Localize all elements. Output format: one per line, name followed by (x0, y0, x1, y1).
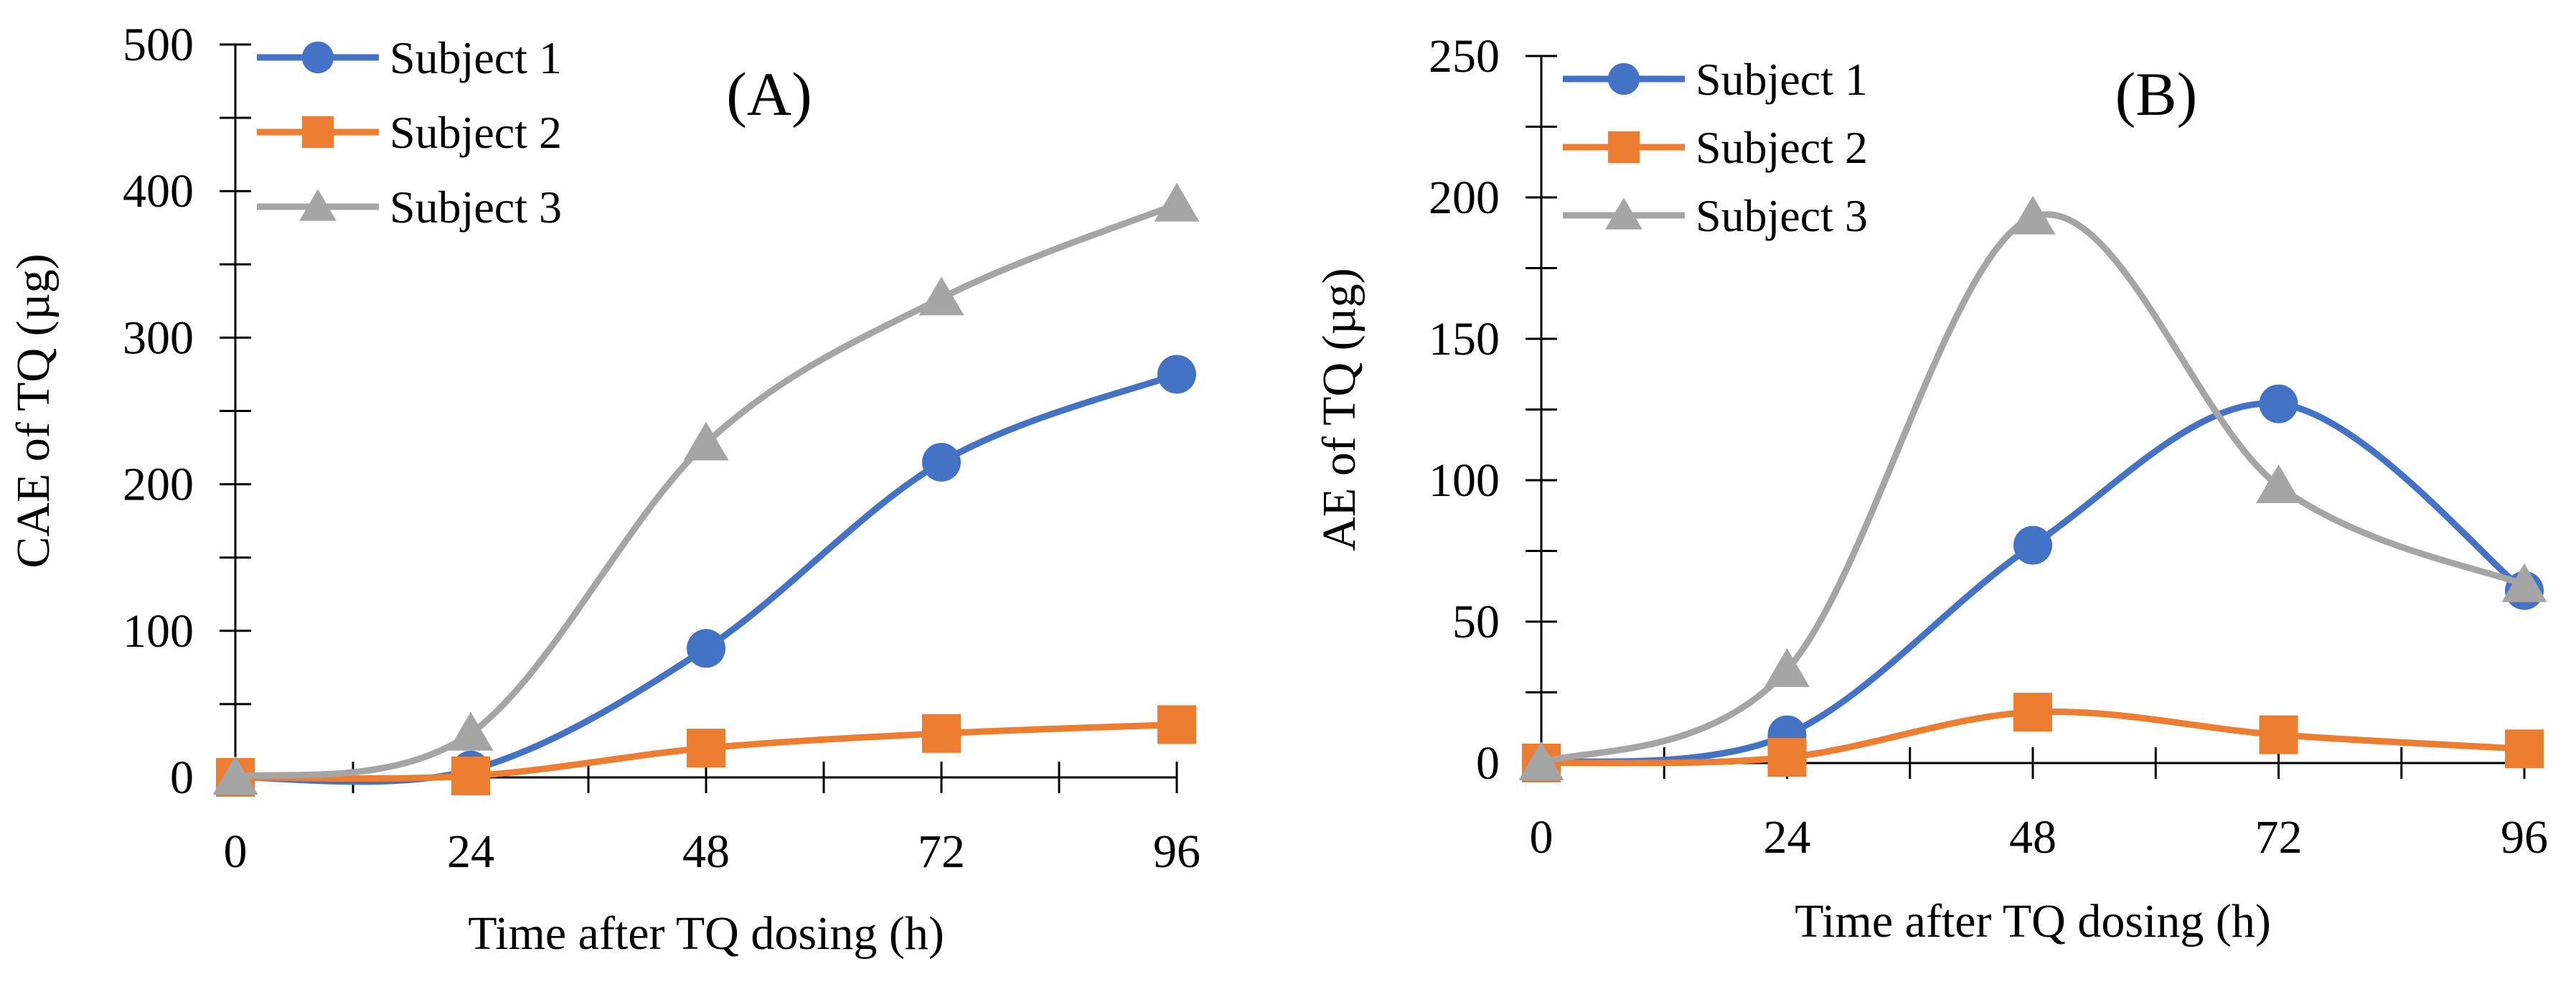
y-tick-label: 300 (123, 312, 194, 364)
panel-label: (B) (2115, 60, 2198, 128)
data-point-triangle (212, 756, 258, 795)
x-tick-label: 24 (1764, 811, 1811, 864)
data-point-triangle (2501, 563, 2547, 602)
data-point-circle (301, 41, 334, 74)
data-point-square (1607, 131, 1640, 164)
series-line (232, 201, 1180, 781)
series-line (1538, 211, 2528, 767)
data-point-triangle (683, 421, 729, 461)
legend-label: Subject 2 (1696, 122, 1868, 173)
y-axis-title: CAE of TQ (µg) (7, 253, 60, 568)
y-tick-label: 100 (1429, 454, 1500, 507)
data-point-triangle (448, 711, 494, 751)
data-point-square (687, 729, 725, 768)
legend-label: Subject 1 (1696, 54, 1868, 105)
x-tick-label: 24 (447, 825, 494, 878)
data-point-triangle (1518, 742, 1564, 780)
x-axis-title: Time after TQ dosing (h) (1795, 895, 2271, 948)
x-tick-label: 0 (224, 825, 248, 878)
legend-entry: Subject 1 (1563, 54, 1868, 105)
series-subject-3 (1518, 195, 2547, 780)
y-tick-label: 250 (1429, 30, 1500, 83)
y-tick-label: 400 (123, 165, 194, 217)
panel-label: (A) (726, 60, 812, 128)
y-tick-label: 50 (1452, 596, 1500, 648)
x-tick-label: 96 (1153, 825, 1200, 878)
y-tick-label: 500 (123, 19, 194, 71)
data-point-square (2013, 693, 2052, 732)
legend-entry: Subject 2 (1563, 122, 1868, 173)
legend-label: Subject 2 (390, 107, 562, 158)
data-point-square (301, 116, 334, 149)
data-point-square (2505, 729, 2544, 769)
data-point-square (1157, 705, 1196, 744)
data-point-square (922, 714, 961, 753)
x-axis-title: Time after TQ dosing (h) (468, 907, 944, 960)
legend-entry: Subject 3 (1563, 190, 1868, 241)
legend-entry: Subject 3 (257, 182, 562, 233)
data-point-triangle (918, 276, 964, 316)
y-tick-label: 100 (123, 605, 194, 658)
legend-label: Subject 1 (390, 32, 562, 83)
data-point-circle (922, 442, 961, 482)
data-point-triangle (2010, 195, 2056, 235)
x-tick-label: 48 (2009, 811, 2056, 864)
data-point-triangle (1154, 182, 1200, 222)
x-tick-label: 72 (2255, 811, 2303, 864)
data-point-square (1767, 738, 1807, 777)
data-point-triangle (299, 189, 337, 221)
y-tick-label: 0 (1476, 737, 1500, 790)
y-tick-label: 200 (1429, 172, 1500, 224)
series-subject-3 (212, 182, 1200, 795)
x-tick-label: 72 (918, 825, 965, 878)
data-point-circle (1157, 355, 1196, 394)
y-axis-title: AE of TQ (µg) (1313, 268, 1365, 551)
legend-label: Subject 3 (1696, 190, 1868, 241)
data-point-triangle (1605, 197, 1642, 230)
y-tick-label: 200 (123, 459, 194, 511)
chart-panel-a: 0 100 200 300 400 500 0 24 48 72 96 Time after TQ d… (7, 19, 1200, 960)
data-point-circle (2013, 525, 2052, 565)
chart-panel-b: 0 50 100 150 200 250 0 24 48 72 96 Time after TQ do… (1313, 30, 2548, 948)
y-tick-label: 150 (1429, 313, 1500, 365)
data-point-triangle (2256, 464, 2301, 503)
x-tick-label: 96 (2501, 811, 2548, 864)
data-point-square (451, 756, 490, 795)
y-tick-label: 0 (170, 752, 194, 804)
data-point-square (2259, 715, 2298, 754)
data-point-triangle (1764, 647, 1810, 687)
x-tick-label: 48 (682, 825, 730, 878)
legend-label: Subject 3 (390, 182, 562, 233)
data-point-circle (1607, 62, 1640, 95)
legend-entry: Subject 1 (257, 32, 562, 83)
x-tick-label: 0 (1530, 811, 1553, 864)
data-point-circle (2259, 384, 2298, 424)
data-point-circle (687, 629, 725, 668)
legend-entry: Subject 2 (257, 107, 562, 158)
